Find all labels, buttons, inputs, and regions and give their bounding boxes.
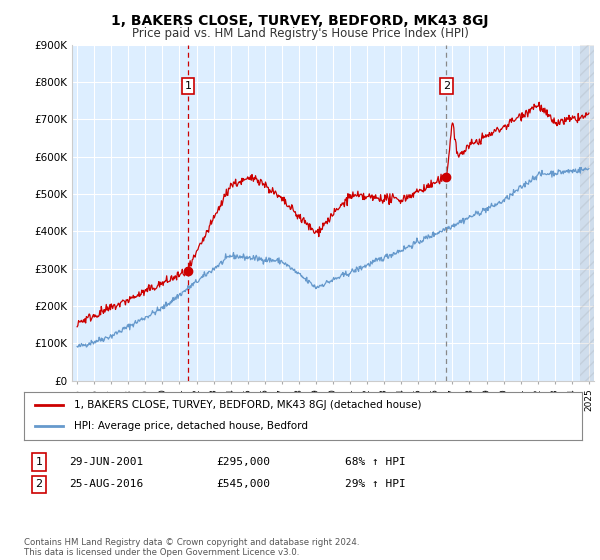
Text: 25-AUG-2016: 25-AUG-2016	[69, 479, 143, 489]
Text: £295,000: £295,000	[216, 457, 270, 467]
Text: HPI: Average price, detached house, Bedford: HPI: Average price, detached house, Bedf…	[74, 421, 308, 431]
Text: 68% ↑ HPI: 68% ↑ HPI	[345, 457, 406, 467]
Text: Price paid vs. HM Land Registry's House Price Index (HPI): Price paid vs. HM Land Registry's House …	[131, 27, 469, 40]
Text: 1, BAKERS CLOSE, TURVEY, BEDFORD, MK43 8GJ: 1, BAKERS CLOSE, TURVEY, BEDFORD, MK43 8…	[111, 14, 489, 28]
Text: 29-JUN-2001: 29-JUN-2001	[69, 457, 143, 467]
Text: 1: 1	[185, 81, 191, 91]
Text: 29% ↑ HPI: 29% ↑ HPI	[345, 479, 406, 489]
Text: Contains HM Land Registry data © Crown copyright and database right 2024.
This d: Contains HM Land Registry data © Crown c…	[24, 538, 359, 557]
Text: £545,000: £545,000	[216, 479, 270, 489]
Text: 2: 2	[443, 81, 450, 91]
Text: 1, BAKERS CLOSE, TURVEY, BEDFORD, MK43 8GJ (detached house): 1, BAKERS CLOSE, TURVEY, BEDFORD, MK43 8…	[74, 400, 422, 410]
Text: 2: 2	[35, 479, 43, 489]
Text: 1: 1	[35, 457, 43, 467]
